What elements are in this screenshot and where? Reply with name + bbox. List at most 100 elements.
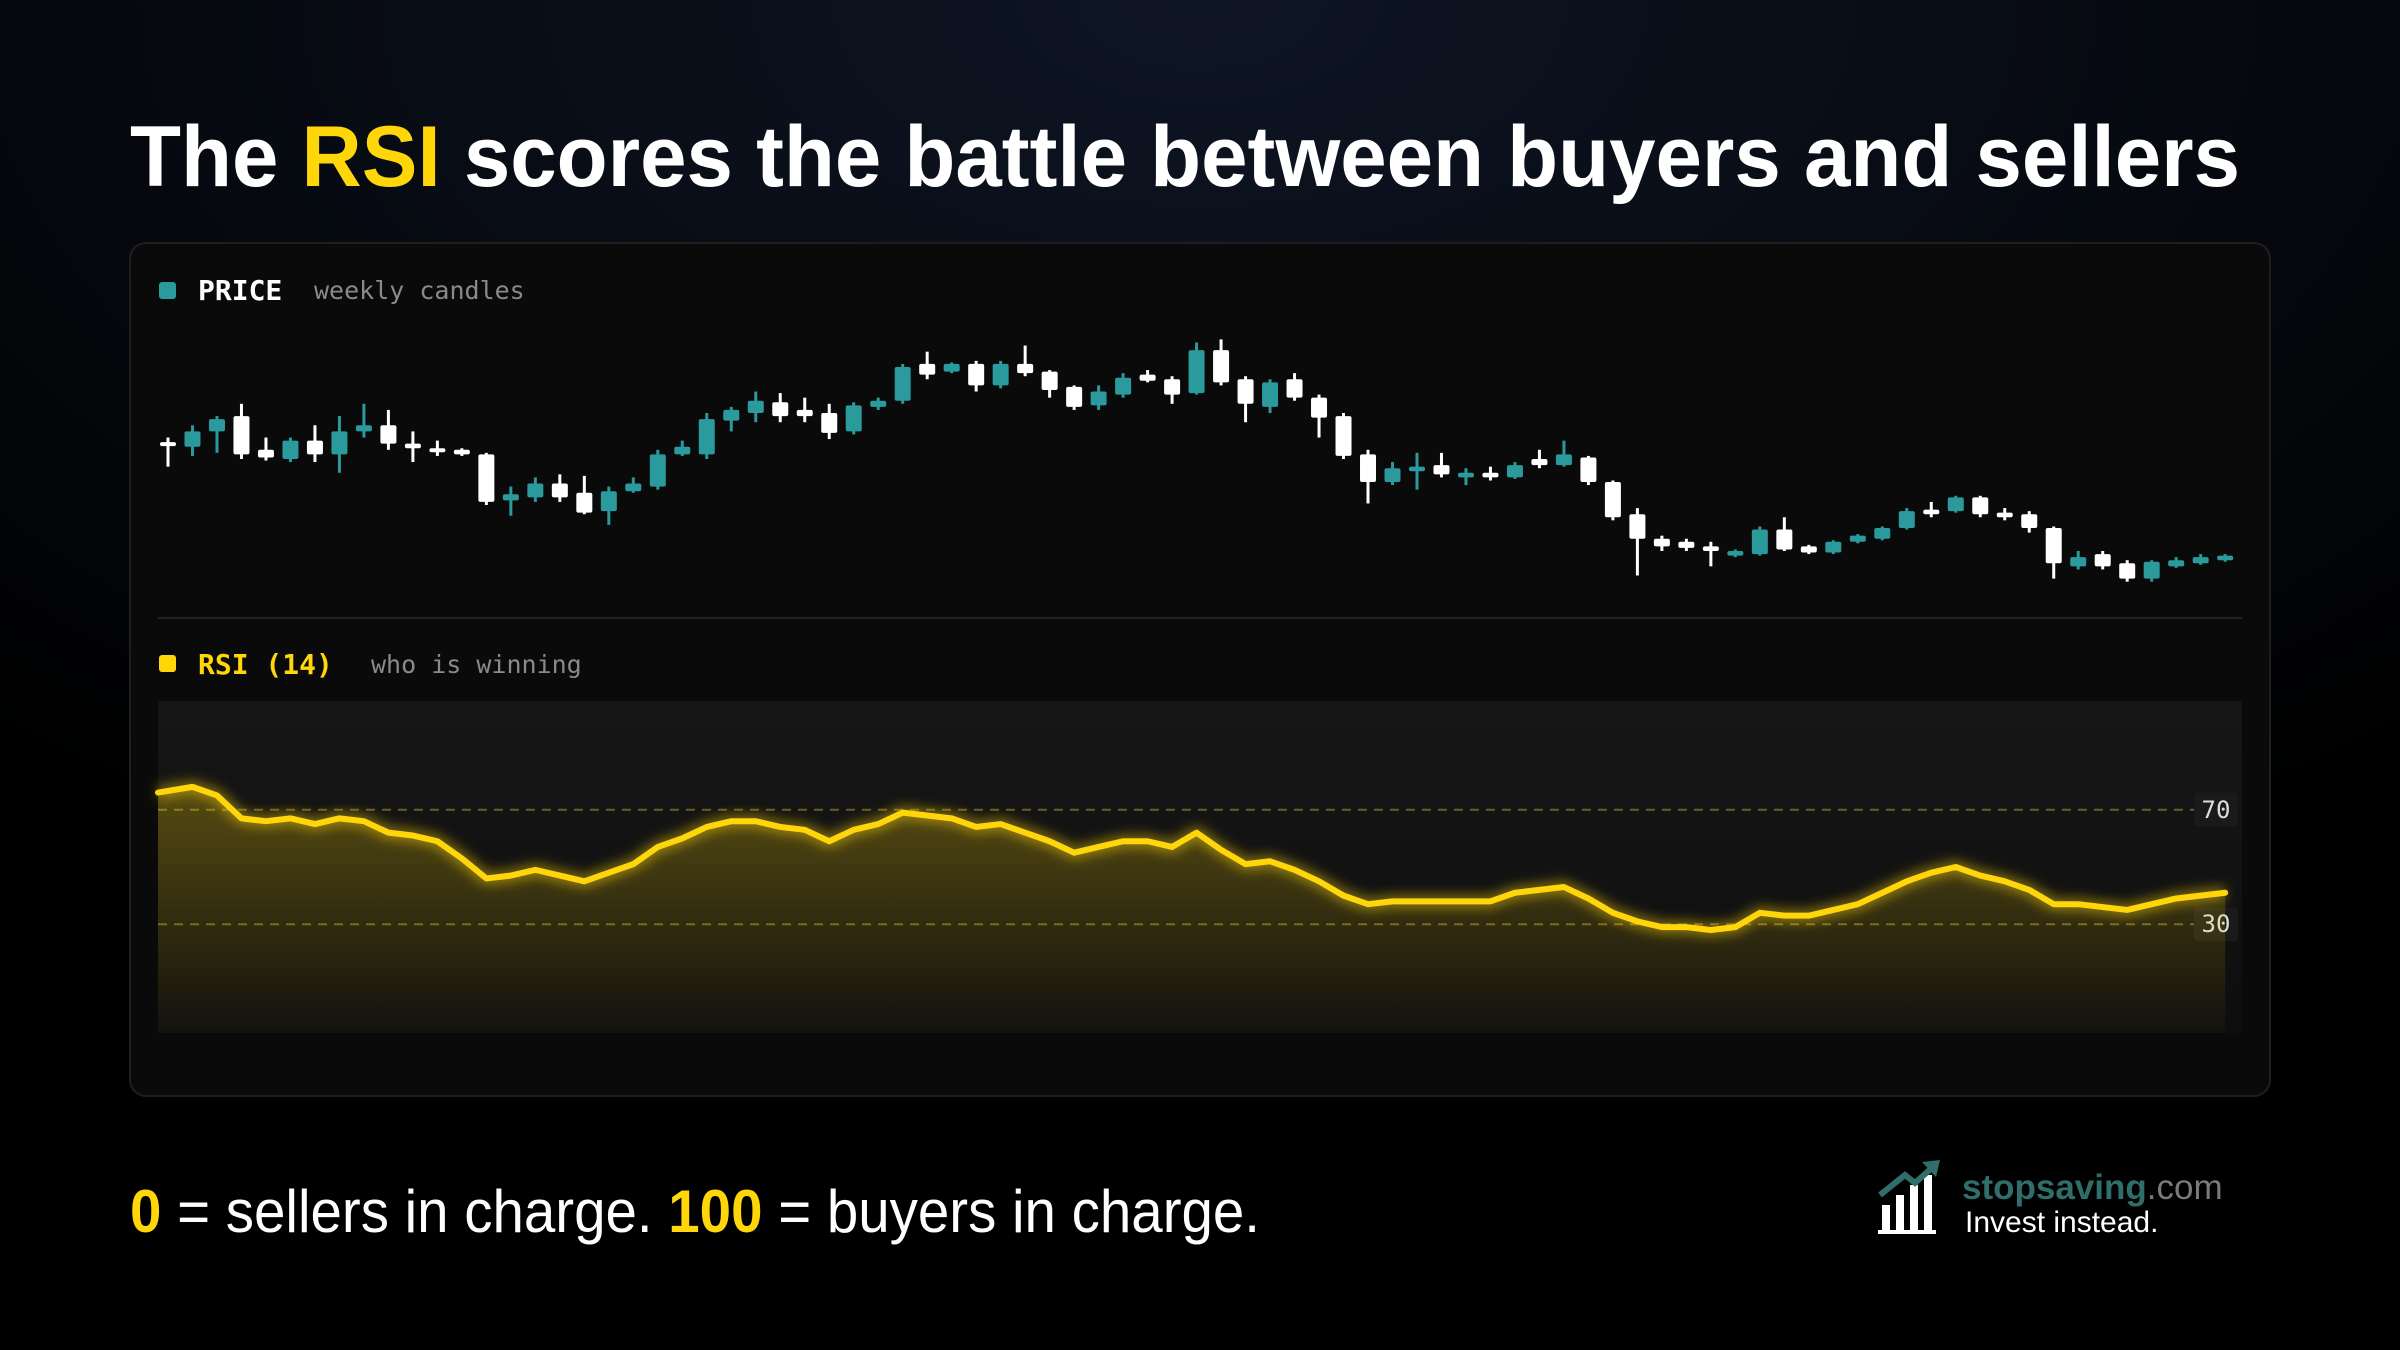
candle-body bbox=[1237, 379, 1254, 404]
candle-body bbox=[968, 363, 985, 386]
candle-body bbox=[2070, 557, 2087, 567]
title-highlight: RSI bbox=[302, 109, 441, 205]
footer-number: 100 bbox=[668, 1178, 762, 1245]
candle-body bbox=[1041, 371, 1058, 390]
y-tick-label: 70 bbox=[2202, 796, 2231, 824]
candle-body bbox=[2217, 555, 2234, 561]
candle-body bbox=[698, 419, 715, 455]
candle-body bbox=[1286, 379, 1303, 398]
candle-body bbox=[2021, 514, 2038, 528]
title-text: The bbox=[130, 109, 278, 205]
rsi-area-fill bbox=[158, 786, 2226, 1033]
candle-body bbox=[453, 449, 470, 455]
candle-body bbox=[992, 363, 1009, 386]
footer: 0 = sellers in charge. 100 = buyers in c… bbox=[130, 1178, 1260, 1245]
candle-body bbox=[600, 491, 617, 512]
candle-body bbox=[1972, 497, 1989, 515]
candle-body bbox=[1066, 386, 1083, 407]
candle-body bbox=[1164, 379, 1181, 395]
candle-body bbox=[233, 416, 250, 455]
candle-body bbox=[1825, 541, 1842, 553]
candle-body bbox=[208, 419, 225, 432]
candle-body bbox=[1188, 350, 1205, 394]
footer-text: = sellers in charge. bbox=[177, 1178, 653, 1245]
candle-body bbox=[796, 409, 813, 417]
candle-body bbox=[1604, 482, 1621, 518]
candle-body bbox=[1678, 541, 1695, 548]
candle-body bbox=[1311, 397, 1328, 418]
candle-body bbox=[1408, 466, 1425, 472]
candle-body bbox=[355, 425, 372, 432]
footer-number: 0 bbox=[130, 1178, 161, 1245]
candle-body bbox=[1653, 538, 1670, 547]
candle-body bbox=[1849, 535, 1866, 542]
candle-body bbox=[772, 402, 789, 417]
candle-body bbox=[1555, 454, 1572, 466]
candle-body bbox=[1898, 511, 1915, 528]
candle-body bbox=[2119, 563, 2136, 579]
candle-body bbox=[404, 443, 421, 449]
candle-body bbox=[1115, 377, 1132, 395]
legend-label: RSI (14) bbox=[198, 648, 333, 681]
candle-body bbox=[821, 413, 838, 433]
title-text: scores the battle between buyers and sel… bbox=[464, 109, 2240, 205]
logo-icon bbox=[1878, 1160, 1940, 1234]
candle-body bbox=[1580, 457, 1597, 482]
candle-body bbox=[1702, 546, 1719, 551]
candle-body bbox=[1482, 472, 1499, 478]
candle-body bbox=[943, 363, 960, 372]
footer-text: = buyers in charge. bbox=[778, 1178, 1260, 1245]
candle-body bbox=[674, 446, 691, 455]
candle-body bbox=[1262, 382, 1279, 407]
candle-body bbox=[1090, 391, 1107, 406]
candle-body bbox=[2094, 554, 2111, 567]
candle-body bbox=[576, 492, 593, 513]
candle-body bbox=[919, 363, 936, 375]
candle-body bbox=[845, 405, 862, 432]
candle-body bbox=[257, 449, 274, 458]
candle-body bbox=[184, 431, 201, 447]
candle-body bbox=[894, 367, 911, 401]
title: The RSI scores the battle between buyers… bbox=[130, 109, 2240, 205]
candle-body bbox=[2143, 561, 2160, 579]
candle-body bbox=[160, 442, 176, 447]
brand-name: stopsaving bbox=[1962, 1168, 2147, 1207]
candle-body bbox=[2168, 560, 2185, 567]
brand-tagline: Invest instead. bbox=[1965, 1206, 2158, 1239]
candle-body bbox=[1139, 374, 1156, 381]
candle-body bbox=[1531, 459, 1548, 466]
candle-body bbox=[625, 483, 642, 492]
brand: stopsaving.com bbox=[1962, 1168, 2223, 1207]
candle-body bbox=[502, 494, 519, 501]
candle-body bbox=[1384, 468, 1401, 482]
candle-body bbox=[429, 448, 446, 453]
legend-subtitle: who is winning bbox=[371, 650, 582, 679]
candle-body bbox=[478, 454, 495, 502]
candle-body bbox=[380, 425, 397, 444]
candle-body bbox=[723, 409, 740, 421]
candle-body bbox=[1776, 529, 1793, 550]
candle-body bbox=[1017, 363, 1034, 374]
candle-body bbox=[1996, 512, 2013, 518]
brand-tld: .com bbox=[2147, 1168, 2223, 1207]
candle-body bbox=[1360, 454, 1377, 482]
candle-body bbox=[527, 483, 544, 498]
tick-box bbox=[2194, 792, 2238, 827]
candle-body bbox=[1874, 528, 1891, 539]
legend-label: PRICE bbox=[198, 274, 282, 307]
legend-subtitle: weekly candles bbox=[314, 276, 525, 305]
candle-body bbox=[1751, 529, 1768, 555]
candle-body bbox=[2045, 528, 2062, 564]
candle-body bbox=[870, 400, 887, 407]
candle-body bbox=[282, 440, 299, 459]
candle-body bbox=[649, 454, 666, 487]
candle-body bbox=[1457, 472, 1474, 478]
candle-body bbox=[1923, 509, 1940, 515]
candle-body bbox=[1433, 465, 1450, 475]
candle-body bbox=[1947, 497, 1964, 512]
candle-body bbox=[1213, 350, 1230, 383]
legend-swatch bbox=[159, 655, 176, 672]
legend-swatch bbox=[159, 282, 176, 299]
candle-body bbox=[331, 431, 348, 455]
